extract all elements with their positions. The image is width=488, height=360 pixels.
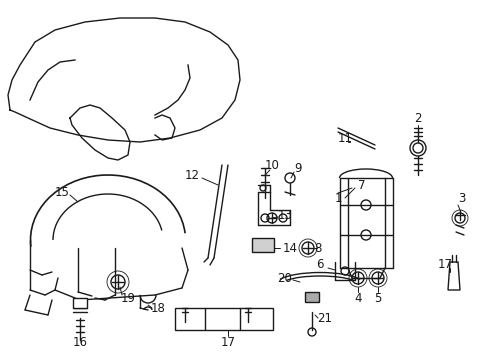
Text: 17: 17	[437, 258, 451, 271]
Text: 20: 20	[277, 271, 292, 284]
Text: 2: 2	[413, 112, 421, 125]
Text: 19: 19	[120, 292, 135, 305]
Circle shape	[412, 143, 422, 153]
Text: 18: 18	[150, 302, 165, 315]
Text: 11: 11	[337, 131, 352, 144]
Text: 1: 1	[334, 192, 341, 204]
Text: 5: 5	[373, 292, 381, 305]
Text: 12: 12	[184, 168, 199, 181]
Text: 17: 17	[220, 336, 235, 348]
Bar	[251, 238, 273, 252]
Bar	[73, 298, 87, 308]
Bar	[305, 292, 318, 302]
Text: 8: 8	[314, 242, 321, 255]
Text: 10: 10	[264, 158, 279, 171]
Text: 16: 16	[72, 336, 87, 348]
Text: 7: 7	[358, 179, 365, 192]
Text: 9: 9	[294, 162, 301, 175]
Text: 3: 3	[457, 192, 465, 204]
Text: 21: 21	[317, 311, 332, 324]
Text: 6: 6	[316, 258, 323, 271]
Text: 13: 13	[277, 208, 292, 221]
Text: 14: 14	[282, 242, 297, 255]
Text: 15: 15	[55, 185, 69, 198]
Bar	[175, 308, 272, 330]
Text: 4: 4	[353, 292, 361, 305]
